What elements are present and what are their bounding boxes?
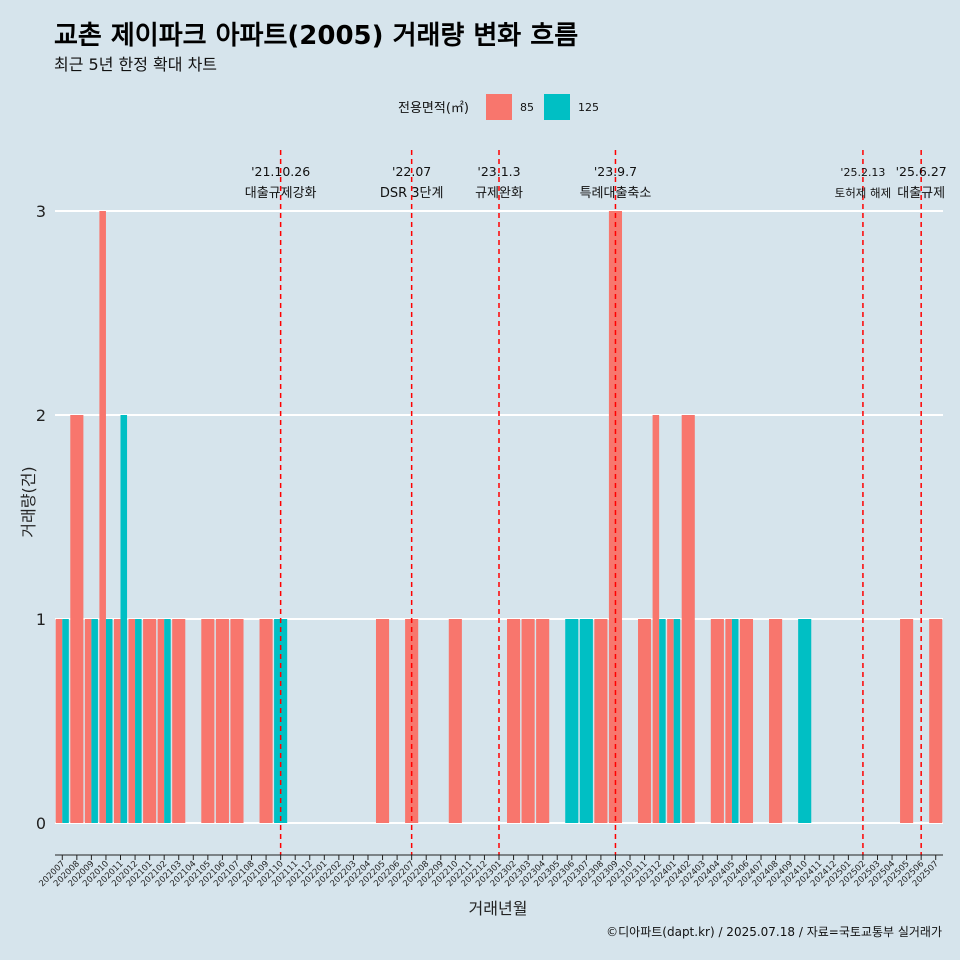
bar-85-202105 (201, 619, 215, 823)
bar-85-202302 (507, 619, 521, 823)
legend-swatch-85 (486, 94, 512, 120)
bar-125-202010 (105, 619, 113, 823)
bar-85-202507 (929, 619, 943, 823)
bar-85-202312 (652, 415, 660, 823)
bars (55, 211, 943, 823)
bar-85-202308 (594, 619, 608, 823)
bar-125-202012 (135, 619, 142, 823)
bar-125-202307 (579, 619, 593, 823)
event-date-5: '25.2.13 (840, 166, 885, 179)
event-date-4: '23.9.7 (594, 164, 637, 179)
y-axis: 0 1 2 3 (36, 202, 46, 833)
event-date-1: '21.10.26 (251, 164, 310, 179)
caption: ©디아파트(dapt.kr) / 2025.07.18 / 자료=국토교통부 실… (606, 925, 942, 939)
x-axis: 2020072020082020092020102020112020122021… (37, 854, 943, 889)
bar-85-202102 (157, 619, 165, 823)
bar-85-202309 (608, 211, 623, 823)
bar-85-202010 (99, 211, 106, 823)
bar-85-202311 (638, 619, 652, 823)
bar-85-202505 (900, 619, 914, 823)
bar-85-202009 (84, 619, 92, 823)
bar-125-202102 (164, 619, 171, 823)
bar-125-202306 (565, 619, 579, 823)
event-label-5: 토허제 해제 (835, 186, 892, 200)
bar-85-202405 (725, 619, 732, 823)
event-lines: '21.10.26 대출규제강화 '22.07 DSR 3단계 '23.1.3 규제완화 '… (245, 150, 947, 855)
event-date-2: '22.07 (392, 164, 431, 179)
bar-85-202406 (739, 619, 754, 823)
bar-125-202401 (673, 619, 681, 823)
bar-85-202011 (113, 619, 121, 823)
event-date-3: '23.1.3 (477, 164, 520, 179)
bar-85-202303 (521, 619, 535, 823)
bar-85-202408 (769, 619, 783, 823)
bar-85-202210 (448, 619, 462, 823)
bar-85-202107 (230, 619, 244, 823)
legend-label-85: 85 (520, 101, 534, 114)
legend-label-125: 125 (578, 101, 599, 114)
bar-85-202401 (667, 619, 674, 823)
y-axis-title: 거래량(건) (19, 466, 38, 537)
bar-125-202410 (798, 619, 812, 823)
bar-85-202008 (70, 415, 84, 823)
event-label-4: 특례대출축소 (580, 186, 652, 201)
y-tick-label: 3 (36, 202, 46, 221)
bar-125-202312 (659, 619, 666, 823)
bar-125-202009 (91, 619, 98, 823)
bar-125-202007 (62, 619, 69, 823)
bar-85-202101 (143, 619, 157, 823)
bar-85-202404 (710, 619, 724, 823)
event-label-6: 대출규제 (897, 186, 945, 201)
bar-85-202304 (536, 619, 550, 823)
chart-title: 교촌 제이파크 아파트(2005) 거래량 변화 흐름 (54, 21, 578, 51)
bar-85-202012 (128, 619, 136, 823)
event-label-2: DSR 3단계 (380, 186, 444, 201)
bar-125-202011 (120, 415, 128, 823)
y-tick-label: 2 (36, 406, 46, 425)
bar-85-202402 (681, 415, 695, 823)
event-label-1: 대출규제강화 (245, 186, 317, 201)
bar-85-202205 (375, 619, 390, 823)
event-date-6: '25.6.27 (896, 164, 947, 179)
legend: 전용면적(㎡) 85 125 (398, 94, 599, 120)
event-label-3: 규제완화 (475, 186, 523, 201)
y-tick-label: 1 (36, 610, 46, 629)
legend-title: 전용면적(㎡) (398, 101, 469, 116)
bar-85-202106 (215, 619, 229, 823)
bar-125-202405 (731, 619, 739, 823)
chart-subtitle: 최근 5년 한정 확대 차트 (54, 55, 217, 74)
y-tick-label: 0 (36, 814, 46, 833)
bar-85-202007 (55, 619, 63, 823)
bar-85-202103 (172, 619, 186, 823)
bar-85-202109 (259, 619, 273, 823)
legend-swatch-125 (544, 94, 570, 120)
x-axis-title: 거래년월 (469, 899, 528, 918)
